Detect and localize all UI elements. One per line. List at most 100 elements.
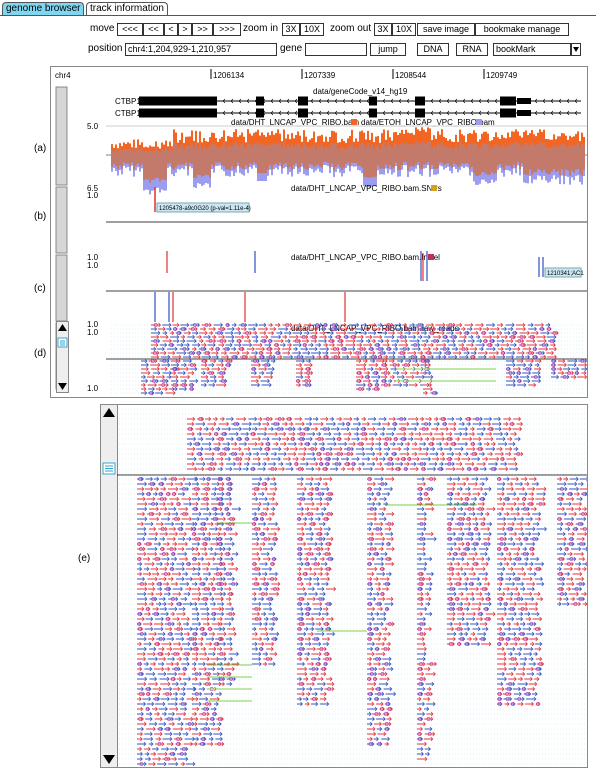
zoom-out-3x-button[interactable]: 3X [374,23,392,36]
triangle-up-icon[interactable] [58,324,67,331]
jump-button[interactable]: jump [370,43,406,56]
coverage-bar-overlap [525,143,527,155]
coverage-bar-overlap [133,155,135,170]
coverage-bar-overlap [279,155,281,163]
reads-ymin-label: 1.0 [87,384,99,393]
coverage-bar-overlap [417,142,419,155]
coverage-bar-overlap [127,149,129,155]
coverage-bar-overlap [323,155,325,162]
zoomed-scrollbar[interactable] [101,405,118,767]
coverage-bar-overlap [321,155,323,168]
coverage-bar-overlap [549,155,551,174]
coverage-bar-overlap [303,155,305,168]
coverage-bar-overlap [211,144,213,155]
coverage-bar-overlap [379,155,381,169]
coverage-bar-overlap [509,155,511,166]
triangle-down-icon[interactable] [103,755,115,764]
move-right-button[interactable]: >> [192,23,213,36]
coverage-bar-overlap [483,155,485,172]
coverage-bar-overlap [135,151,137,155]
coverage-bar-overlap [375,146,377,155]
coverage-bar-overlap [527,155,529,175]
bookmark-dropdown-button[interactable] [571,43,581,56]
coverage-bar-overlap [195,143,197,155]
coverage-bar-overlap [299,145,301,155]
zoom-out-label: zoom out [330,23,371,35]
track-handle-coverage[interactable] [56,87,67,185]
track-handle-snp[interactable] [56,187,67,253]
triangle-up-icon[interactable] [103,408,115,417]
coverage-bar-overlap [177,149,179,155]
exon [203,97,217,106]
save-image-button[interactable]: save image [417,23,475,36]
tab-track-information[interactable]: track information [86,2,168,15]
coverage-bar-overlap [501,155,503,168]
coverage-bar-overlap [239,155,241,167]
reads-scrollbar[interactable] [56,321,69,393]
coverage-bar-overlap [543,155,545,170]
coverage-bar-overlap [221,155,223,165]
move-step-left-button[interactable]: < [164,23,178,36]
exon [415,97,425,106]
coverage-bar-overlap [265,155,267,173]
coverage-bar-overlap [431,148,433,155]
coverage-bar-overlap [407,144,409,155]
coverage-bar-overlap [519,145,521,155]
track-handle-indel[interactable] [56,255,67,321]
coverage-bar-overlap [243,155,245,169]
coverage-bar-overlap [215,155,217,163]
move-far-left-button[interactable]: <<< [117,23,143,36]
zoom-in-3x-button[interactable]: 3X [282,23,300,36]
coverage-bar-overlap [337,155,339,165]
coverage-bar-overlap [175,144,177,155]
coverage-bar-overlap [149,150,151,155]
coverage-bar-overlap [125,150,127,155]
coverage-bar-overlap [391,155,393,169]
coverage-bar-overlap [123,155,125,163]
coverage-bar-overlap [313,143,315,155]
zoom-in-10x-button[interactable]: 10X [300,23,324,36]
panel-label-e: (e) [78,553,90,564]
coverage-bar-overlap [173,155,175,170]
bookmark-select[interactable]: bookMark [493,43,571,56]
coverage-bar-overlap [419,143,421,155]
coverage-bar-overlap [405,155,407,162]
coverage-bar-overlap [477,155,479,176]
coverage-bar-overlap [475,144,477,155]
move-step-right-button[interactable]: > [178,23,192,36]
zoom-out-10x-button[interactable]: 10X [392,23,416,36]
coverage-bar-overlap [399,144,401,155]
move-far-right-button[interactable]: >>> [213,23,241,36]
coverage-bar-overlap [351,142,353,155]
gene-input[interactable] [305,43,367,56]
coverage-bar-overlap [537,155,539,169]
coverage-bar-overlap [479,147,481,155]
coverage-bar-overlap [389,146,391,155]
dna-button[interactable]: DNA [417,43,449,56]
rna-button[interactable]: RNA [456,43,488,56]
gene-track-title: data/geneCode_v14_hg19 [313,87,408,96]
coverage-bar-overlap [417,155,419,162]
coverage-bar-overlap [393,144,395,155]
coverage-bar-overlap [367,155,369,177]
move-left-button[interactable]: << [143,23,164,36]
coverage-bar-overlap [155,155,157,178]
coverage-bar-overlap [525,155,527,175]
exon [500,109,516,118]
coverage-bar-overlap [295,155,297,163]
coverage-bar-overlap [505,155,507,166]
coverage-bar-overlap [481,155,483,172]
coverage-bar-overlap [121,151,123,155]
position-input[interactable]: chr4:1,204,929-1,210,957 [125,43,277,56]
coverage-bar-overlap [411,144,413,155]
triangle-down-icon[interactable] [58,383,67,390]
coverage-bar-overlap [333,155,335,170]
coverage-bar-overlap [545,147,547,155]
coverage-bar-overlap [145,151,147,155]
tab-genome-browser[interactable]: genome browser [2,2,84,15]
coverage-bar-overlap [267,155,269,170]
bookmark-manage-button[interactable]: bookmake manage [475,23,569,36]
coverage-bar-overlap [393,155,395,167]
coverage-bar-overlap [567,155,569,170]
coverage-bar-overlap [203,155,205,176]
